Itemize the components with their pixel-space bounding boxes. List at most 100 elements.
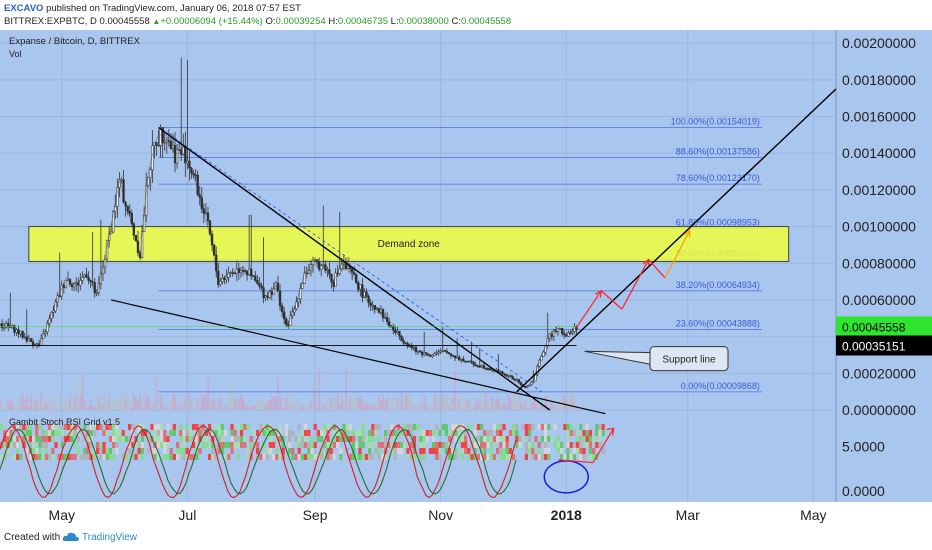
stoch-cell: [566, 453, 570, 460]
volume-bar-274: [563, 395, 566, 410]
stoch-cell: [48, 435, 52, 442]
stoch-cell: [150, 423, 154, 430]
stoch-cell: [163, 429, 167, 436]
stoch-cell: [38, 453, 42, 460]
stoch-cell: [358, 447, 362, 454]
stoch-cell: [355, 453, 359, 460]
stoch-cell: [332, 435, 336, 442]
stoch-cell: [160, 435, 164, 442]
stoch-cell: [291, 447, 295, 454]
volume-bar-255: [524, 402, 527, 410]
stoch-cell: [217, 435, 221, 442]
stoch-cell: [25, 435, 29, 442]
demand-zone[interactable]: [28, 226, 790, 262]
stoch-cell: [480, 435, 484, 442]
stoch-cell: [537, 453, 541, 460]
candle-body-34: [68, 278, 72, 285]
stoch-forecast-arrow[interactable]: [557, 428, 615, 464]
candle-body-149: [305, 272, 308, 275]
stoch-cell: [112, 423, 116, 430]
volume-bar-29: [58, 396, 61, 410]
stoch-cell: [598, 423, 602, 430]
volume-bar-76: [155, 377, 158, 410]
stoch-cell: [438, 453, 442, 460]
fib-label-7: 0.00%(0.00009868): [681, 381, 760, 391]
volume-bar-259: [532, 397, 535, 410]
candle-body-229: [470, 360, 473, 363]
forecast-arrow-2[interactable]: [621, 259, 650, 310]
stoch-cell: [515, 429, 519, 436]
stoch-cell: [432, 435, 436, 442]
stoch-cell: [44, 453, 48, 460]
stoch-cell: [163, 441, 167, 448]
wedge-upper-line[interactable]: [158, 126, 551, 411]
support-callout[interactable]: Support line: [584, 346, 729, 372]
candle-body-182: [373, 305, 376, 310]
stoch-cell: [182, 435, 186, 442]
stoch-cell: [489, 447, 493, 454]
volume-bar-222: [456, 398, 459, 410]
stoch-cell: [595, 423, 599, 430]
volume-bar-177: [363, 404, 366, 410]
stoch-cell: [454, 423, 458, 430]
volume-bar-156: [320, 403, 323, 410]
stoch-cell: [566, 441, 570, 448]
stoch-cell: [585, 435, 589, 442]
stoch-cell: [67, 435, 71, 442]
volume-bar-63: [128, 400, 131, 410]
volume-bar-85: [174, 393, 177, 410]
stoch-cell: [144, 429, 148, 436]
price-chart[interactable]: 100.00%(0.00154019) 88.60%(0.00137586) 78.…: [0, 30, 932, 526]
author-name[interactable]: EXCAVO: [4, 3, 44, 14]
stoch-cell: [224, 441, 228, 448]
stoch-cell: [499, 423, 503, 430]
forecast-arrow-4[interactable]: [664, 229, 691, 279]
stoch-cell: [553, 423, 557, 430]
candle-body-125: [256, 280, 259, 284]
stoch-cell: [393, 441, 397, 448]
trend-lines[interactable]: [0, 88, 837, 415]
stoch-cell: [201, 429, 205, 436]
forecast-arrow-1[interactable]: [600, 290, 623, 310]
candle-body-100: [204, 212, 208, 215]
stoch-cell: [396, 429, 400, 436]
stoch-cell: [524, 453, 528, 460]
candle-body-154: [315, 259, 319, 263]
stoch-cell: [601, 423, 605, 430]
volume-bar-92: [188, 393, 191, 410]
volume-bar-145: [297, 398, 300, 410]
stoch-cell: [390, 423, 394, 430]
y-tick-label-3: 0.00140000: [842, 145, 916, 161]
stoch-cell: [262, 453, 266, 460]
stoch-cell: [51, 423, 55, 430]
stoch-cell: [502, 423, 506, 430]
stoch-cell: [528, 447, 532, 454]
volume-bar-247: [507, 393, 510, 410]
stoch-cell: [496, 423, 500, 430]
volume-bar-135: [277, 378, 279, 410]
tradingview-link[interactable]: TradingView: [82, 532, 138, 543]
support-trend-line[interactable]: [516, 88, 837, 393]
stoch-cell: [361, 435, 365, 442]
stoch-cell: [444, 423, 448, 430]
candle-body-189: [388, 321, 391, 327]
stoch-cell: [441, 423, 445, 430]
volume-bar-199: [408, 395, 411, 410]
stoch-cell: [22, 423, 26, 430]
stoch-cell: [364, 453, 368, 460]
candle-body-55: [112, 211, 115, 233]
volume-bar-279: [573, 393, 576, 410]
fib-label-0: 100.00%(0.00154019): [671, 117, 760, 127]
stoch-cell: [508, 447, 512, 454]
candle-body-45: [91, 281, 94, 284]
wedge-lower-line[interactable]: [111, 299, 606, 415]
stoch-cell: [336, 441, 340, 448]
current-price-badge: 0.00045558: [836, 316, 932, 337]
stoch-cell: [0, 453, 4, 460]
forecast-arrow-0[interactable]: [576, 290, 602, 328]
candle-body-81: [165, 140, 168, 143]
stoch-cell: [460, 447, 464, 454]
forecast-arrow-3[interactable]: [648, 259, 666, 279]
stoch-cell: [44, 447, 48, 454]
fib-diagonal-line[interactable]: [164, 130, 542, 393]
